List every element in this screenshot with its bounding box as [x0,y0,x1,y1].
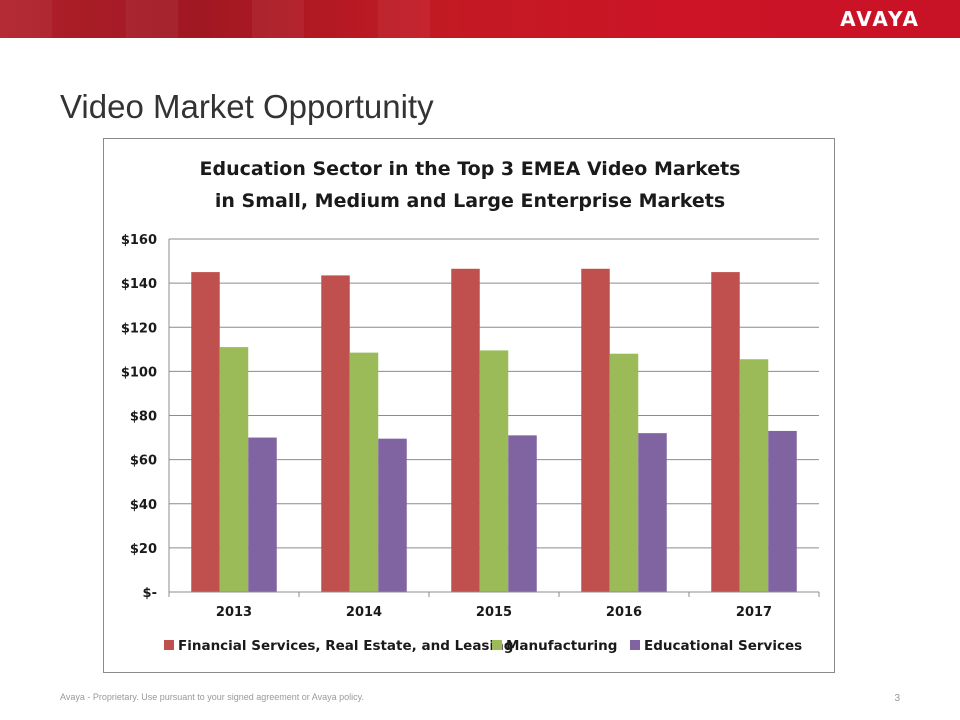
y-tick-label: $40 [130,498,157,513]
bar-2016-series-3 [638,433,667,592]
bar-2017-series-2 [739,359,769,592]
chart-title-line-1: Education Sector in the Top 3 EMEA Video… [199,158,741,180]
legend-label: Financial Services, Real Estate, and Lea… [178,638,513,654]
bar-2013-series-1 [191,272,220,592]
slide-title: Video Market Opportunity [60,88,434,125]
avaya-logo: AVAYA [840,7,920,31]
chart-frame: Education Sector in the Top 3 EMEA Video… [103,138,835,673]
legend-swatch [164,640,174,650]
legend-label: Manufacturing [506,638,617,654]
footer-text: Avaya - Proprietary. Use pursuant to you… [60,692,364,702]
legend-swatch [492,640,502,650]
y-tick-label: $- [143,586,157,601]
bar-2014-series-3 [378,438,407,592]
bar-2014-series-2 [349,352,379,592]
legend-label: Educational Services [644,638,802,654]
y-tick-label: $80 [130,410,157,425]
y-tick-label: $160 [121,233,157,248]
bar-2016-series-1 [581,268,610,592]
y-tick-label: $60 [130,454,157,469]
header-pattern-tile [378,0,430,38]
chart-title: Education Sector in the Top 3 EMEA Video… [104,153,836,217]
x-tick-label: 2016 [606,605,642,620]
bar-2015-series-3 [508,435,537,592]
header-pattern-tile [126,0,178,38]
x-tick-label: 2013 [216,605,252,620]
legend-swatch [630,640,640,650]
bar-2017-series-1 [711,272,740,592]
x-tick-label: 2015 [476,605,512,620]
header-pattern-tile [252,0,304,38]
bar-2013-series-3 [248,437,277,592]
header-pattern-tile [0,0,52,38]
bar-2016-series-2 [609,353,639,592]
x-tick-label: 2017 [736,605,772,620]
y-tick-label: $140 [121,277,157,292]
bar-2013-series-2 [219,347,249,592]
page-number: 3 [894,693,900,704]
bar-2015-series-1 [451,268,480,592]
x-tick-label: 2014 [346,605,382,620]
bar-chart: $- $20 $40 $60 $80 $100 $120 $140 $160 2013 2014 20… [121,233,820,654]
bar-2017-series-3 [768,430,797,592]
bar-2014-series-1 [321,275,350,592]
chart-title-line-2: in Small, Medium and Large Enterprise Ma… [214,190,726,212]
y-tick-label: $100 [121,365,157,380]
header-bar: AVAYA [0,0,960,38]
y-tick-label: $20 [130,542,157,557]
y-tick-label: $120 [121,321,157,336]
bar-2015-series-2 [479,350,509,592]
